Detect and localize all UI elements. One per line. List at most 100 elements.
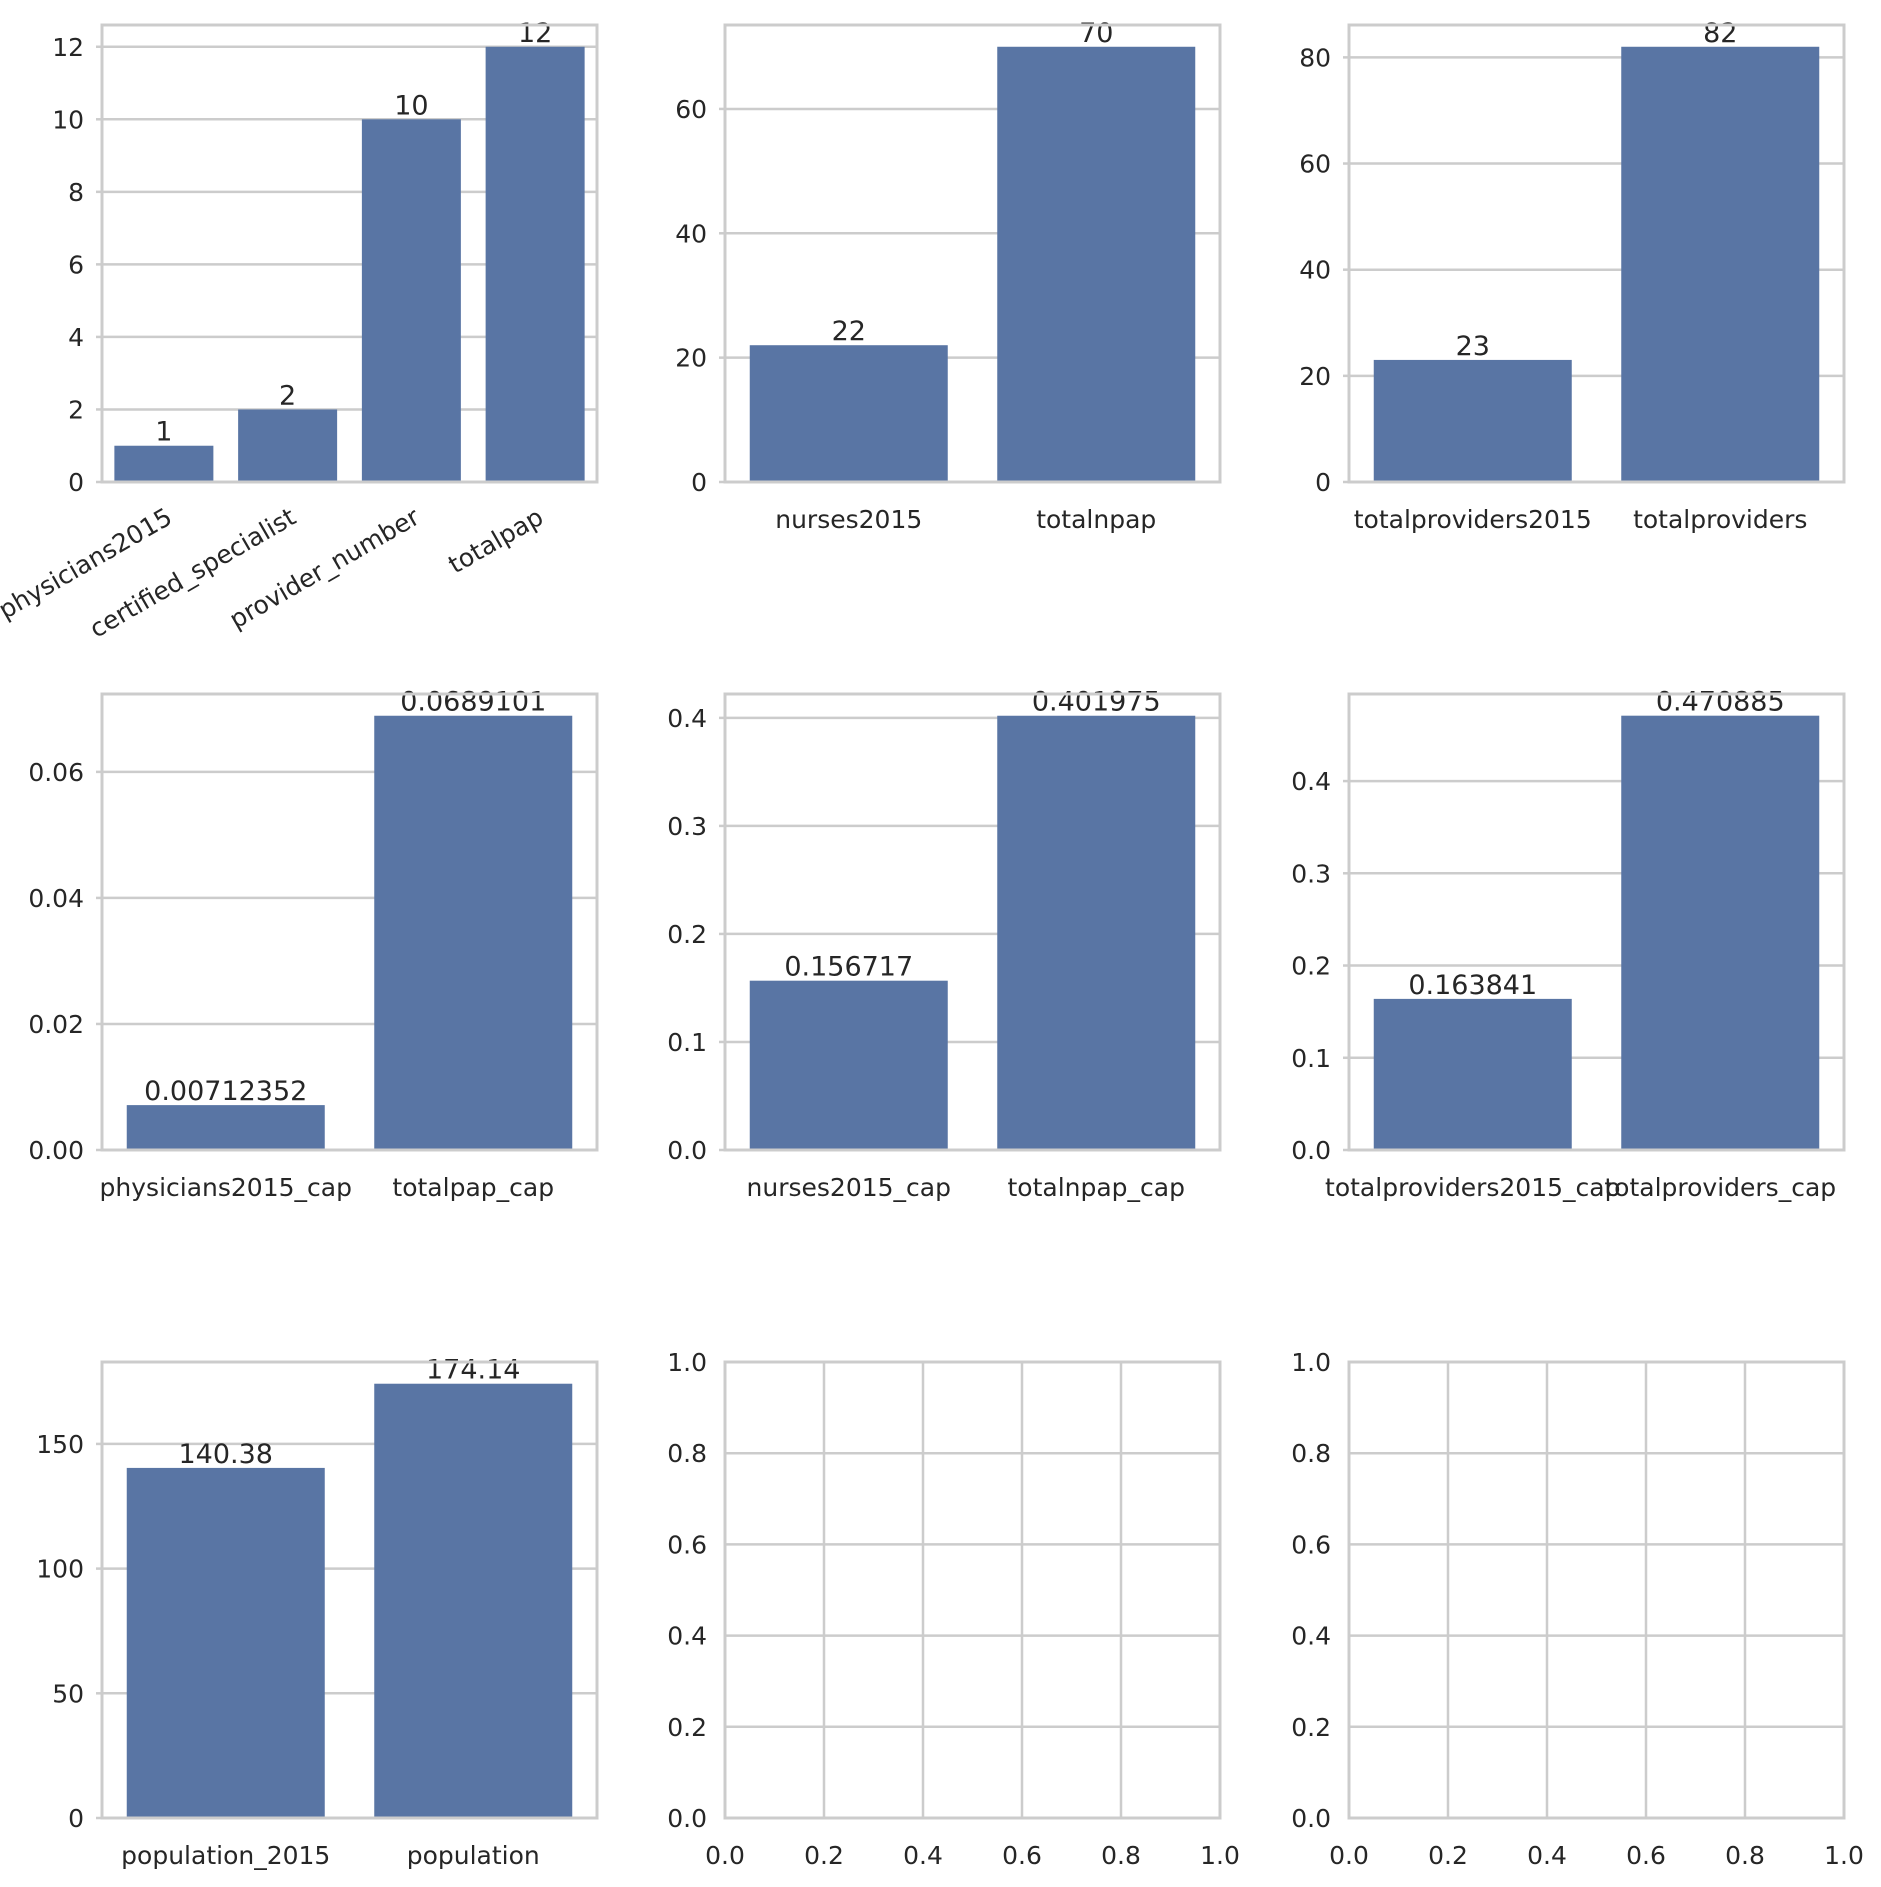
y-tick-label: 60 <box>675 95 707 124</box>
x-tick-label: totalpap <box>443 502 548 579</box>
bar <box>485 46 585 483</box>
bar <box>361 119 461 483</box>
y-tick-label: 0.0 <box>1291 1136 1331 1165</box>
subplot-9: 0.0 0.0 0.2 0.2 0.4 0.4 0.6 0.6 0.8 0.8 1.0 1.0 <box>1291 1348 1864 1870</box>
y-tick-label: 0.2 <box>1291 1713 1331 1742</box>
bar <box>997 715 1196 1150</box>
x-tick-label: 0.4 <box>1527 1841 1567 1870</box>
x-tick-label: 0.2 <box>804 1841 844 1870</box>
y-tick-label: 8 <box>68 178 84 207</box>
y-tick-label: 0.6 <box>667 1530 707 1559</box>
y-tick-label: 0 <box>68 468 84 497</box>
subplot-3: 0 20 40 60 80 23 totalproviders2015 82 totalprov… <box>1299 18 1846 534</box>
y-tick-label: 0.8 <box>667 1439 707 1468</box>
subplot-7: 0 50 100 150 140.38 population_2015 174.14 popu… <box>36 1355 599 1870</box>
subplot-6: 0.0 0.1 0.2 0.3 0.4 0.163841 totalproviders201… <box>1291 687 1846 1202</box>
y-tick-label: 100 <box>36 1555 84 1584</box>
y-tick-label: 0.00 <box>28 1136 84 1165</box>
y-tick-label: 0.2 <box>1291 952 1331 981</box>
y-tick-label: 0.1 <box>667 1028 707 1057</box>
axes-frame <box>1347 692 1846 1152</box>
x-tick-label: 0.6 <box>1626 1841 1666 1870</box>
x-tick-label: totalnpap <box>1036 505 1156 534</box>
x-tick-label: totalproviders_cap <box>1604 1173 1836 1202</box>
x-tick-label: totalproviders <box>1633 505 1807 534</box>
bar-value-label: 1 <box>155 417 172 448</box>
x-tick-label: 1.0 <box>1824 1841 1864 1870</box>
bar <box>238 409 338 482</box>
bar-value-label: 0.00712352 <box>144 1076 307 1107</box>
y-tick-label: 0.4 <box>667 704 707 733</box>
bar-value-label: 0.401975 <box>1032 687 1161 718</box>
y-tick-label: 0.4 <box>1291 1622 1331 1651</box>
bar-value-label: 10 <box>394 90 428 121</box>
bar <box>374 1383 573 1818</box>
y-tick-label: 0.2 <box>667 920 707 949</box>
subplot-2: 0 20 40 60 22 nurses2015 70 totalnpap <box>675 18 1222 534</box>
y-tick-label: 0.0 <box>667 1136 707 1165</box>
subplot-4: 0.00 0.02 0.04 0.06 0.00712352 physicians2015… <box>28 687 599 1202</box>
x-tick-label: 0.8 <box>1101 1841 1141 1870</box>
y-tick-label: 0.3 <box>667 812 707 841</box>
bar <box>114 445 214 482</box>
y-tick-label: 10 <box>52 105 84 134</box>
x-tick-label: certified_specialist <box>85 502 301 644</box>
y-tick-label: 20 <box>1299 362 1331 391</box>
bar <box>997 46 1196 483</box>
axes-frame <box>723 23 1222 484</box>
x-tick-label: 0.6 <box>1002 1841 1042 1870</box>
y-tick-label: 50 <box>52 1679 84 1708</box>
bar-value-label: 2 <box>279 380 296 411</box>
y-tick-label: 20 <box>675 344 707 373</box>
y-tick-label: 0 <box>691 468 707 497</box>
axes-frame <box>100 692 599 1152</box>
y-tick-label: 2 <box>68 395 84 424</box>
y-tick-label: 0.4 <box>667 1622 707 1651</box>
bar-value-label: 140.38 <box>179 1439 273 1470</box>
y-tick-label: 60 <box>1299 150 1331 179</box>
bar-value-label: 82 <box>1703 18 1737 49</box>
bar <box>749 345 948 482</box>
x-tick-label: nurses2015_cap <box>747 1173 951 1202</box>
y-tick-label: 0.04 <box>28 884 84 913</box>
subplot-8: 0.0 0.0 0.2 0.2 0.4 0.4 0.6 0.6 0.8 0.8 1.0 1.0 <box>667 1348 1240 1870</box>
y-tick-label: 0.8 <box>1291 1439 1331 1468</box>
axes-frame <box>723 1360 1222 1820</box>
y-tick-label: 40 <box>675 219 707 248</box>
bar-value-label: 22 <box>832 316 866 347</box>
x-tick-label: totalproviders2015_cap <box>1325 1173 1620 1202</box>
bar <box>126 1467 325 1818</box>
axes-frame <box>100 23 599 484</box>
bar-value-label: 70 <box>1079 18 1113 49</box>
bar-value-label: 0.156717 <box>784 952 913 983</box>
x-tick-label: totalnpap_cap <box>1007 1173 1185 1202</box>
x-tick-label: nurses2015 <box>775 505 922 534</box>
y-tick-label: 0 <box>68 1804 84 1833</box>
y-tick-label: 0.4 <box>1291 767 1331 796</box>
bar <box>1621 715 1820 1150</box>
x-tick-label: 1.0 <box>1200 1841 1240 1870</box>
bar-value-label: 174.14 <box>426 1355 520 1386</box>
bar <box>1621 46 1820 483</box>
y-tick-label: 1.0 <box>667 1348 707 1377</box>
axes-frame <box>1347 1360 1846 1820</box>
y-tick-label: 150 <box>36 1430 84 1459</box>
bar-value-label: 0.0689101 <box>400 687 546 718</box>
subplot-5: 0.0 0.1 0.2 0.3 0.4 0.156717 nurses2015_cap 0.4… <box>667 687 1222 1202</box>
x-tick-label: 0.0 <box>1329 1841 1369 1870</box>
x-tick-label: physicians2015_cap <box>100 1173 352 1202</box>
y-tick-label: 0.6 <box>1291 1530 1331 1559</box>
axes-frame <box>723 692 1222 1152</box>
bar-value-label: 23 <box>1456 331 1490 362</box>
bar <box>1373 359 1572 482</box>
y-tick-label: 80 <box>1299 43 1331 72</box>
y-tick-label: 0.2 <box>667 1713 707 1742</box>
bar <box>1373 998 1572 1150</box>
bar <box>749 980 948 1150</box>
x-tick-label: population_2015 <box>121 1841 330 1870</box>
x-tick-label: totalpap_cap <box>392 1173 554 1202</box>
x-tick-label: population <box>407 1841 540 1870</box>
y-tick-label: 0.1 <box>1291 1044 1331 1073</box>
y-tick-label: 1.0 <box>1291 1348 1331 1377</box>
axes-frame <box>100 1360 599 1820</box>
